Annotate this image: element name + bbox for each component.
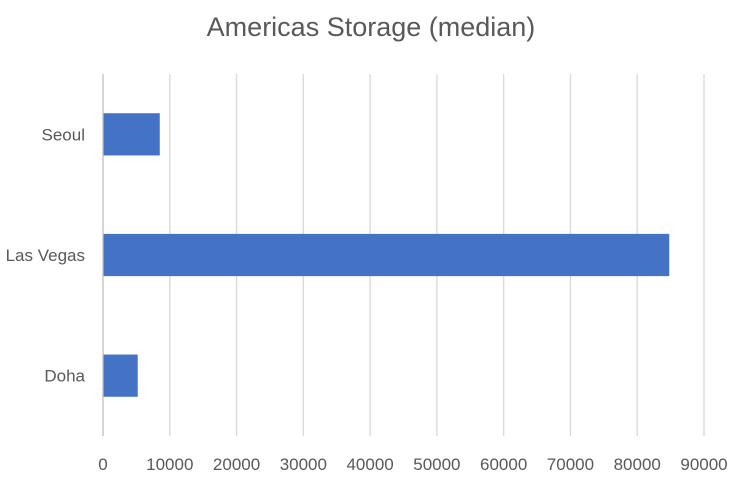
y-tick-label: Seoul — [42, 125, 85, 144]
x-tick-label: 80000 — [614, 455, 661, 474]
tick-labels: 0 10000 20000 30000 40000 50000 60000 70000 8000… — [6, 125, 728, 474]
bar-las-vegas — [103, 233, 670, 277]
x-tick-label: 30000 — [280, 455, 327, 474]
x-tick-label: 40000 — [346, 455, 393, 474]
x-tick-label: 90000 — [680, 455, 727, 474]
x-tick-label: 70000 — [547, 455, 594, 474]
x-tick-label: 10000 — [146, 455, 193, 474]
x-tick-label: 20000 — [213, 455, 260, 474]
y-tick-label: Doha — [44, 367, 85, 386]
chart-title: Americas Storage (median) — [206, 12, 536, 42]
bars — [103, 113, 670, 397]
bar-doha — [103, 354, 138, 397]
y-tick-label: Las Vegas — [6, 246, 85, 265]
x-tick-label: 0 — [98, 455, 107, 474]
bar-seoul — [103, 113, 160, 156]
x-tick-label: 50000 — [413, 455, 460, 474]
x-tick-label: 60000 — [480, 455, 527, 474]
